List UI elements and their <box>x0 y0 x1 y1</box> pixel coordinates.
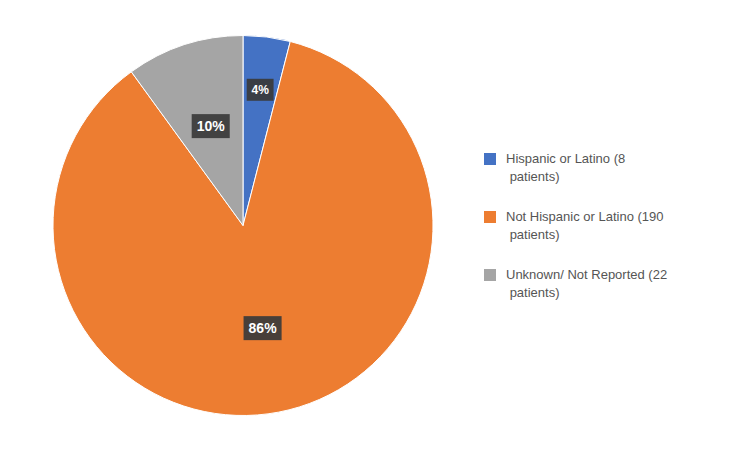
html-text:Not Hispanic or Latino (190 pa: Not Hispanic or Latino (190 patients) <box>506 208 664 242</box>
html-text:Unknown/ Not Reported (22 pati: Unknown/ Not Reported (22 patients) <box>506 266 668 300</box>
svg-text:4%: 4% <box>251 83 269 97</box>
svg-text:10%: 10% <box>197 118 226 134</box>
svg-text:86%: 86% <box>249 320 278 336</box>
html-text:Hispanic or Latino (8 patients: Hispanic or Latino (8 patients) <box>506 150 626 184</box>
